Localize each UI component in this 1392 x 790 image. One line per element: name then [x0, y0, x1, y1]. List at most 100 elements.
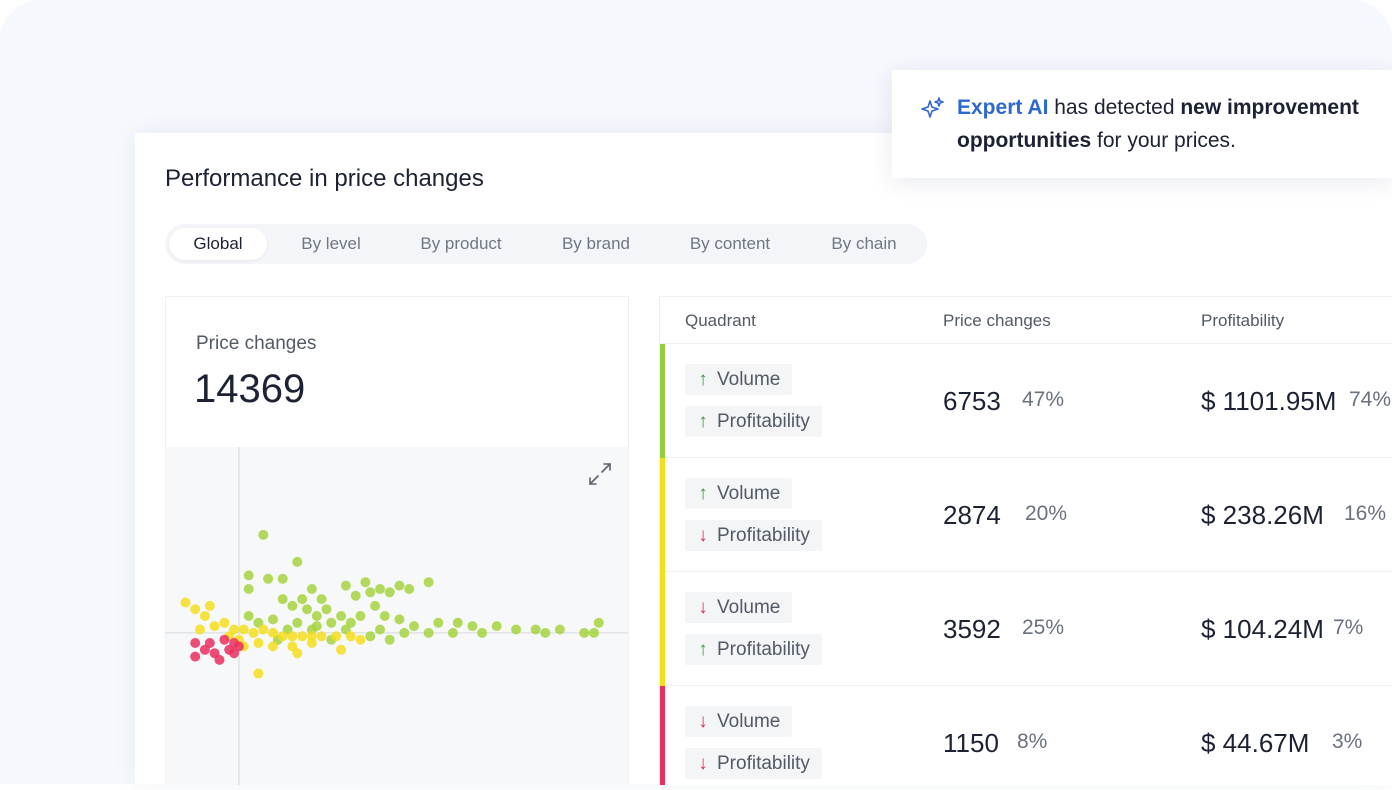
price-changes-count: 6753 [943, 386, 1001, 416]
price-changes-label: Price changes [196, 333, 317, 354]
scatter-point-yellow [331, 631, 342, 642]
table-row[interactable]: ↑ Volume ↑ Profitability 6753 47% $ 1101.9… [660, 344, 1392, 458]
scatter-point-green [379, 611, 390, 621]
tab-by-chain[interactable]: By chain [831, 234, 897, 253]
scatter-point-green [394, 580, 405, 591]
header-quadrant: Quadrant [685, 311, 756, 330]
quadrant-table: Quadrant Price changes Profitability ↑ Vo… [659, 296, 1392, 785]
scatter-point-green [292, 617, 303, 628]
header-divider [660, 343, 1392, 344]
price-changes-percent: 47% [1022, 388, 1065, 411]
profitability-percent: 7% [1333, 616, 1364, 639]
scatter-point-green [268, 614, 278, 625]
arrow-down-icon: ↓ [698, 753, 708, 774]
scatter-point-yellow [297, 631, 308, 642]
scatter-point-red [219, 634, 230, 645]
row-divider [665, 457, 1392, 458]
scatter-point-yellow [190, 604, 201, 615]
scatter-point-green [302, 604, 312, 615]
scatter-point-green [540, 627, 551, 638]
table-row[interactable]: ↑ Volume ↓ Profitability 2874 20% $ 238.26… [660, 458, 1392, 572]
ai-brand-link[interactable]: Expert AI [957, 96, 1049, 119]
row-divider [665, 571, 1392, 572]
scatter-point-green [409, 621, 419, 632]
table-row[interactable]: ↓ Volume ↑ Profitability 3592 25% $ 104.24… [660, 572, 1392, 686]
ai-message-line-2: opportunities for your prices. [957, 129, 1236, 152]
profitability-tag: ↑ Profitability [685, 406, 822, 437]
scatter-point-green [423, 627, 434, 638]
expand-icon[interactable] [586, 460, 614, 488]
row-divider [665, 685, 1392, 686]
scatter-point-green [306, 584, 317, 594]
scatter-point-yellow [195, 624, 205, 635]
scatter-point-green [370, 600, 381, 611]
price-changes-percent: 8% [1017, 730, 1048, 753]
quadrant-color-bar [660, 344, 665, 458]
scatter-point-yellow [258, 624, 269, 635]
scatter-point-red [199, 644, 210, 655]
scatter-point-green [554, 624, 565, 635]
scatter-point-green [277, 594, 288, 605]
scatter-point-green [530, 624, 541, 635]
profitability-tag: ↑ Profitability [685, 634, 822, 665]
scatter-point-green [350, 590, 361, 601]
scatter-point-green [340, 580, 351, 591]
scatter-point-green [511, 624, 522, 635]
scatter-point-green [579, 627, 590, 638]
tab-global[interactable]: Global [169, 228, 267, 260]
scatter-point-yellow [336, 644, 347, 655]
scatter-point-green [477, 627, 488, 638]
scatter-point-green [365, 631, 376, 642]
price-changes-percent: 20% [1025, 502, 1068, 525]
sparkle-icon [920, 96, 946, 122]
scatter-point-red [233, 641, 244, 652]
scatter-point-green [311, 611, 322, 621]
scatter-point-yellow [345, 631, 356, 642]
scatter-point-yellow [287, 631, 298, 642]
scatter-point-green [243, 611, 254, 621]
scatter-point-yellow [268, 641, 278, 652]
scatter-point-yellow [204, 600, 215, 611]
arrow-up-icon: ↑ [698, 639, 708, 660]
scatter-point-red [190, 638, 201, 648]
quadrant-color-bar [660, 686, 665, 785]
tab-by-product[interactable]: By product [420, 234, 502, 253]
scatter-point-green [399, 627, 410, 638]
volume-tag: ↑ Volume [685, 364, 793, 395]
scatter-point-green [258, 529, 269, 540]
tab-by-brand[interactable]: By brand [561, 234, 631, 253]
scatter-point-green [365, 587, 376, 598]
arrow-down-icon: ↓ [698, 711, 708, 732]
price-changes-percent: 25% [1022, 616, 1065, 639]
profitability-percent: 74% [1349, 388, 1392, 411]
arrow-down-icon: ↓ [698, 597, 708, 618]
ai-insight-banner[interactable]: Expert AI has detected new improvement o… [892, 70, 1392, 178]
tab-by-content[interactable]: By content [689, 234, 771, 253]
scatter-point-green [384, 587, 395, 598]
scatter-point-green [360, 577, 371, 588]
scatter-point-green [326, 617, 337, 628]
scatter-point-yellow [238, 624, 249, 635]
scatter-point-green [243, 584, 254, 594]
profitability-amount: $ 238.26M [1201, 500, 1324, 530]
scatter-point-yellow [253, 668, 264, 679]
scatter-point-green [447, 627, 458, 638]
scatter-point-green [593, 617, 604, 628]
scatter-point-red [190, 651, 201, 662]
arrow-up-icon: ↑ [698, 483, 708, 504]
scatter-plot [166, 447, 628, 785]
scatter-point-green [384, 634, 395, 645]
scatter-plot-area [166, 447, 628, 785]
scatter-point-green [375, 584, 385, 594]
scatter-point-green [355, 611, 366, 621]
table-row[interactable]: ↓ Volume ↓ Profitability 1150 8% $ 44.67M … [660, 686, 1392, 785]
profitability-amount: $ 104.24M [1201, 614, 1324, 644]
tab-by-level[interactable]: By level [301, 234, 361, 253]
scatter-point-yellow [306, 638, 317, 648]
scatter-point-green [297, 594, 308, 605]
quadrant-color-bar [660, 458, 665, 572]
ai-message-line-1: Expert AI has detected new improvement [957, 96, 1359, 119]
scatter-point-yellow [219, 617, 230, 628]
volume-tag: ↑ Volume [685, 478, 793, 509]
scatter-point-green [336, 611, 347, 621]
